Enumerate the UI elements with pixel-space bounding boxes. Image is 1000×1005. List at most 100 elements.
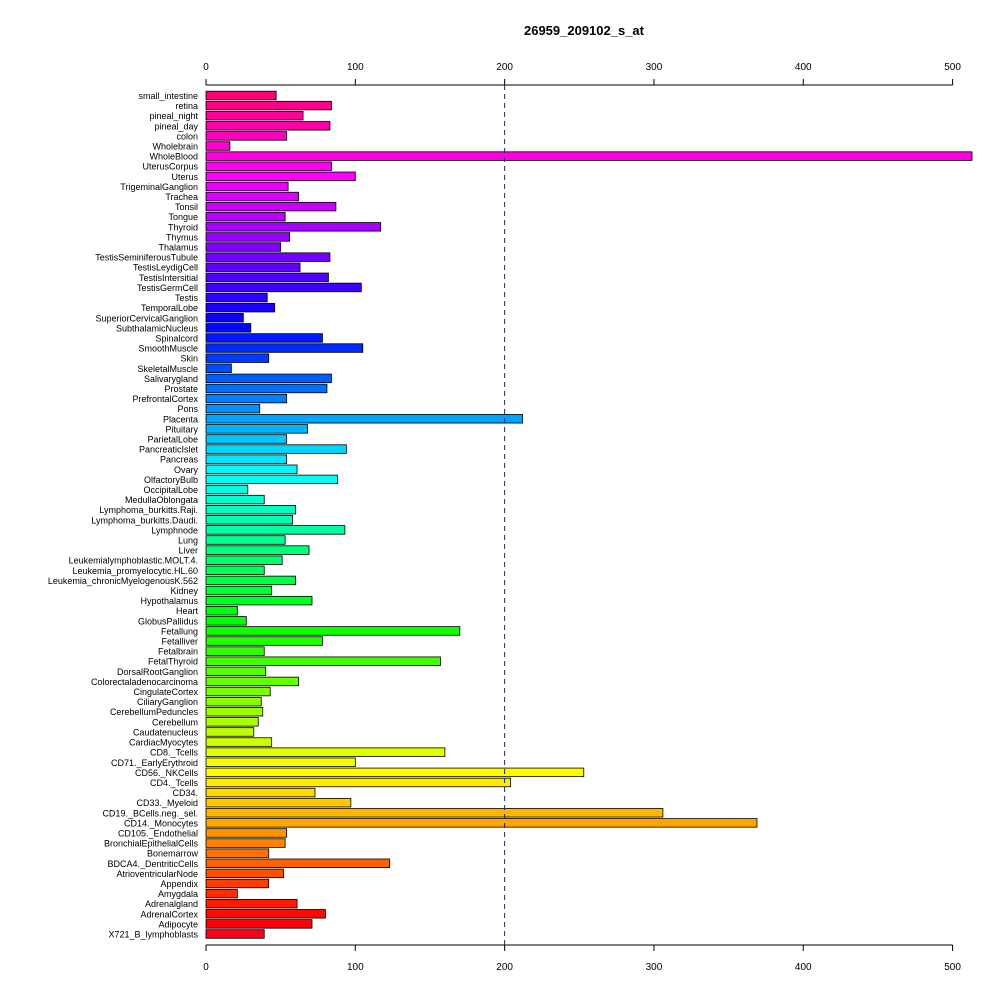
- category-label: UterusCorpus: [142, 162, 198, 172]
- category-label: Caudatenucleus: [133, 727, 199, 737]
- bar: [205, 737, 273, 747]
- category-label: Tongue: [168, 212, 198, 222]
- bar: [205, 302, 276, 313]
- bar: [205, 747, 446, 757]
- category-label: Adipocyte: [158, 919, 198, 929]
- bar: [205, 272, 329, 283]
- bar: [205, 383, 328, 394]
- bar: [205, 787, 316, 798]
- bar: [205, 828, 288, 838]
- category-label: AtrioventricularNode: [116, 869, 198, 879]
- bar: [205, 242, 282, 252]
- bar: [205, 494, 265, 505]
- bar: [205, 252, 331, 262]
- bar: [205, 373, 332, 384]
- category-label: Thalamus: [158, 243, 198, 253]
- category-label: Fetallung: [161, 626, 198, 636]
- category-label: CD34.: [172, 788, 198, 798]
- top-x-axis: 0 100 200 300 400 500: [203, 62, 961, 86]
- category-label: SubthalamicNucleus: [116, 323, 199, 333]
- category-label: TestisIntersitial: [139, 273, 198, 283]
- bar: [205, 848, 270, 858]
- tick-label: 500: [944, 962, 961, 973]
- category-label: Lymphoma_burkitts.Raji.: [99, 505, 198, 515]
- category-label: Pituitary: [165, 424, 198, 434]
- category-label: Amygdala: [158, 889, 198, 899]
- category-label: MedullaOblongata: [125, 495, 198, 505]
- bar: [205, 696, 262, 707]
- category-label: BronchialEpithelialCells: [104, 839, 199, 849]
- bar: [205, 121, 331, 131]
- category-label: Uterus: [171, 172, 198, 182]
- category-label: Cerebellum: [152, 717, 198, 727]
- category-label: Kidney: [170, 586, 198, 596]
- bar: [205, 90, 277, 101]
- category-label: Salivarygland: [144, 374, 198, 384]
- tick-label: 0: [203, 62, 209, 73]
- bar: [205, 414, 523, 424]
- bar: [205, 282, 362, 293]
- category-label: pineal_night: [149, 111, 198, 121]
- bar: [205, 929, 265, 939]
- bar: [205, 505, 296, 515]
- bar: [205, 909, 326, 919]
- tick-label: 400: [795, 962, 812, 973]
- bar: [205, 111, 304, 121]
- bar: [205, 464, 298, 474]
- category-label: AdrenalCortex: [140, 909, 198, 919]
- chart-title: 26959_209102_s_at: [524, 23, 645, 38]
- bar: [205, 262, 301, 272]
- category-label: CD33._Myeloid: [136, 798, 198, 808]
- bar: [205, 767, 585, 778]
- category-label: Testis: [175, 293, 199, 303]
- category-label: OlfactoryBulb: [144, 475, 198, 485]
- bar: [205, 525, 346, 535]
- tick-label: 200: [496, 962, 513, 973]
- bar: [205, 808, 664, 818]
- bar: [205, 636, 323, 646]
- bar: [205, 222, 382, 232]
- bar: [205, 777, 512, 788]
- category-label: Lymphnode: [151, 525, 198, 535]
- bar: [205, 292, 268, 303]
- category-label: TestisGermCell: [137, 283, 198, 293]
- bar: [205, 575, 296, 586]
- category-label: CardiacMyocytes: [129, 738, 199, 748]
- bar: [205, 444, 347, 454]
- bar: [205, 333, 323, 343]
- tick-label: 500: [944, 62, 961, 73]
- category-label: TestisSeminiferousTubule: [95, 253, 198, 263]
- bar: [205, 535, 286, 545]
- category-label: colon: [176, 131, 198, 141]
- bars-group: [205, 90, 973, 939]
- bar: [205, 201, 337, 212]
- bottom-x-axis: 0 100 200 300 400 500: [203, 944, 961, 973]
- category-label: WholeBlood: [149, 152, 198, 162]
- category-label: Pons: [177, 404, 198, 414]
- category-label: CD105._Endothelial: [118, 828, 198, 838]
- category-label: Leukemia_chronicMyelogenousK.562: [48, 576, 198, 586]
- category-label: SuperiorCervicalGanglion: [95, 313, 198, 323]
- category-label: Bonemarrow: [147, 849, 199, 859]
- bar: [205, 323, 252, 333]
- category-label: TemporalLobe: [141, 303, 198, 313]
- bar: [205, 515, 294, 525]
- bar: [205, 878, 270, 889]
- bar: [205, 131, 288, 141]
- category-label: Thymus: [166, 232, 199, 242]
- bar: [205, 727, 255, 737]
- bar: [205, 393, 288, 404]
- bar: [205, 100, 332, 111]
- category-label: Lymphoma_burkitts.Daudi.: [91, 515, 198, 525]
- category-labels: small_intestineretinapineal_nightpineal_…: [48, 91, 199, 940]
- category-label: Skin: [180, 354, 198, 364]
- category-label: ParietalLobe: [147, 434, 198, 444]
- bar: [205, 171, 356, 182]
- category-label: Hypothalamus: [140, 596, 198, 606]
- category-label: FetalThyroid: [148, 657, 198, 667]
- bar: [205, 797, 352, 808]
- tick-label: 400: [795, 62, 812, 73]
- bar: [205, 343, 364, 353]
- tick-label: 300: [646, 62, 663, 73]
- category-label: Spinalcord: [155, 333, 198, 343]
